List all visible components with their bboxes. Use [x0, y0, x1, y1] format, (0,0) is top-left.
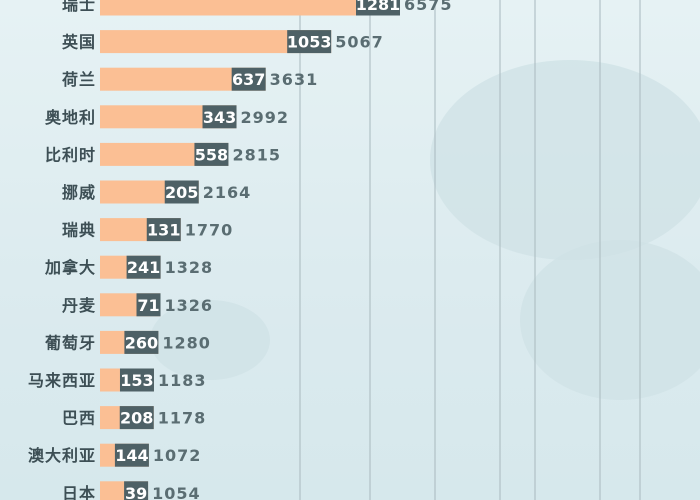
- total-value-label: 1326: [165, 296, 214, 315]
- category-label: 马来西亚: [28, 371, 96, 390]
- value-badge: [202, 105, 237, 129]
- value-badge: [146, 218, 181, 242]
- total-value-label: 1280: [162, 333, 211, 352]
- value-badge: [231, 67, 266, 91]
- badge-value-label: 1281: [356, 0, 401, 14]
- category-label: 日本: [62, 484, 96, 500]
- total-value-label: 2815: [232, 145, 281, 164]
- value-badge: [124, 481, 149, 500]
- total-value-label: 1328: [165, 258, 214, 277]
- category-label: 丹麦: [62, 296, 96, 315]
- badge-value-label: 71: [137, 296, 159, 315]
- badge-value-label: 39: [125, 484, 147, 500]
- value-badge: [164, 180, 199, 204]
- badge-value-label: 205: [165, 183, 198, 202]
- category-label: 奥地利: [45, 108, 96, 127]
- total-value-label: 1072: [153, 446, 202, 465]
- category-label: 澳大利亚: [28, 446, 96, 465]
- category-label: 挪威: [62, 183, 96, 202]
- badge-value-label: 153: [120, 371, 153, 390]
- total-value-label: 2164: [203, 183, 252, 202]
- value-badge: [136, 293, 161, 317]
- category-label: 瑞士: [62, 0, 96, 14]
- total-value-label: 1178: [158, 409, 207, 428]
- value-badge: [356, 0, 400, 16]
- badge-value-label: 260: [125, 333, 158, 352]
- total-value-label: 3631: [270, 70, 319, 89]
- category-label: 加拿大: [44, 258, 96, 277]
- total-value-label: 1054: [152, 484, 201, 500]
- bar: [100, 67, 266, 91]
- category-label: 英国: [61, 33, 96, 52]
- bar: [100, 0, 400, 16]
- background-map-shape: [430, 60, 700, 260]
- badge-value-label: 144: [115, 446, 148, 465]
- value-badge: [119, 406, 154, 430]
- background-map-shape: [520, 240, 700, 400]
- total-value-label: 1183: [158, 371, 207, 390]
- badge-value-label: 241: [127, 258, 160, 277]
- badge-value-label: 208: [120, 409, 153, 428]
- category-label: 葡萄牙: [44, 333, 96, 352]
- badge-value-label: 131: [147, 221, 180, 240]
- category-label: 比利时: [45, 145, 96, 164]
- background-map-shape: [150, 300, 270, 380]
- value-badge: [124, 330, 159, 354]
- bar: [100, 30, 332, 54]
- category-label: 巴西: [62, 409, 96, 428]
- total-value-label: 2992: [241, 108, 290, 127]
- bar: [100, 105, 237, 129]
- category-label: 荷兰: [62, 70, 96, 89]
- value-badge: [126, 255, 161, 279]
- category-label: 瑞典: [62, 221, 96, 240]
- badge-value-label: 343: [203, 108, 236, 127]
- value-badge: [194, 142, 229, 166]
- total-value-label: 1770: [185, 221, 234, 240]
- value-badge: [119, 368, 154, 392]
- value-badge: [114, 443, 149, 467]
- badge-value-label: 558: [195, 145, 228, 164]
- total-value-label: 5067: [335, 33, 384, 52]
- badge-value-label: 1053: [287, 33, 332, 52]
- value-badge: [287, 30, 332, 54]
- total-value-label: 6575: [404, 0, 453, 14]
- badge-value-label: 637: [232, 70, 265, 89]
